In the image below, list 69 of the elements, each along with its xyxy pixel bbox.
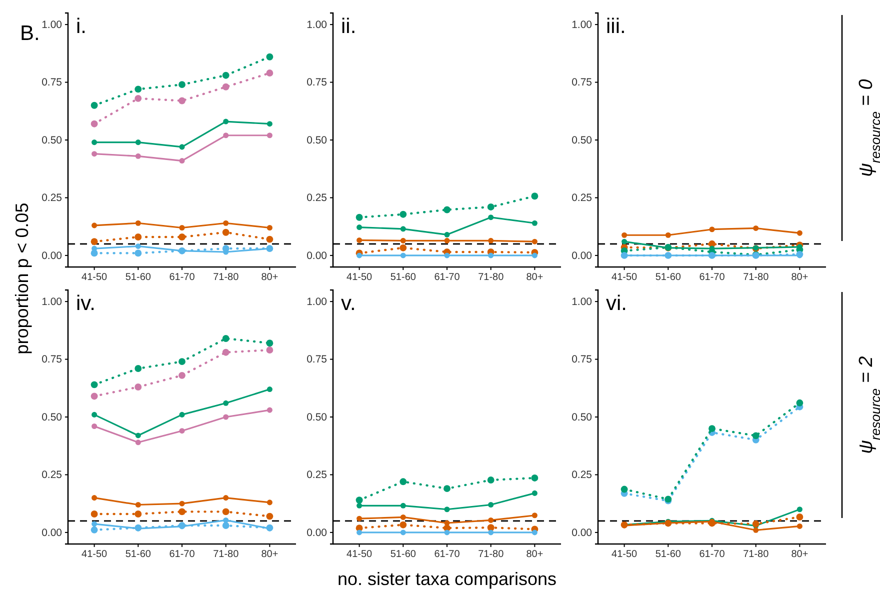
text: B. <box>20 22 40 45</box>
x-tick-label: 41-50 <box>82 272 108 284</box>
y-tick-label: 0.00 <box>572 526 592 539</box>
x-tick-label: 61-70 <box>434 272 460 284</box>
x-tick-label: 51-60 <box>390 272 416 284</box>
x-tick-label: 51-60 <box>655 272 682 284</box>
x-tick-label: 80+ <box>526 549 544 560</box>
x-tick-label: 80+ <box>791 549 808 560</box>
y-tick-label: 0.75 <box>572 76 592 89</box>
y-tick-label: 0.75 <box>306 354 328 366</box>
x-tick-label: 71-80 <box>743 549 770 560</box>
y-tick-label: 1.00 <box>306 18 328 31</box>
chart-title: vi. <box>606 292 627 315</box>
y-tick-label: 0.00 <box>42 526 62 539</box>
x-tick-label: 41-50 <box>346 272 373 284</box>
y-tick-label: 0.25 <box>42 469 62 482</box>
x-tick-label: 41-50 <box>82 549 108 560</box>
x-tick-label: 41-50 <box>612 272 638 284</box>
y-tick-label: 0.25 <box>572 469 592 482</box>
chart-title: iii. <box>606 15 626 38</box>
x-tick-label: 51-60 <box>125 549 152 560</box>
chart-title: v. <box>341 292 356 315</box>
chart-title: i. <box>76 15 86 38</box>
chart-title: iv. <box>76 292 96 315</box>
x-tick-label: 51-60 <box>655 549 682 560</box>
y-tick-label: 0.00 <box>306 526 328 539</box>
x-tick-label: 80+ <box>526 272 544 284</box>
x-tick-label: 80+ <box>791 272 808 284</box>
y-tick-label: 0.00 <box>572 250 592 262</box>
y-tick-label: 0.50 <box>42 134 62 146</box>
y-tick-label: 0.50 <box>42 411 62 424</box>
x-tick-label: 80+ <box>261 272 278 284</box>
y-tick-label: 0.75 <box>572 354 592 366</box>
x-tick-label: 71-80 <box>743 272 770 284</box>
x-tick-label: 51-60 <box>125 272 152 284</box>
x-tick-label: 41-50 <box>346 549 373 560</box>
x-tick-label: 71-80 <box>213 549 240 560</box>
y-tick-label: 0.00 <box>306 250 328 262</box>
y-tick-label: 0.25 <box>572 192 592 204</box>
x-tick-label: 61-70 <box>699 272 726 284</box>
x-tick-label: 41-50 <box>612 549 638 560</box>
y-tick-label: 0.75 <box>306 76 328 89</box>
x-tick-label: 71-80 <box>478 549 504 560</box>
x-tick-label: 61-70 <box>169 549 196 560</box>
x-tick-label: 80+ <box>261 549 278 560</box>
x-tick-label: 61-70 <box>169 272 196 284</box>
y-tick-label: 0.50 <box>572 411 592 424</box>
y-tick-label: 0.00 <box>42 250 62 262</box>
y-tick-label: 1.00 <box>42 18 62 31</box>
y-tick-label: 1.00 <box>306 296 328 308</box>
y-axis-title: proportion p < 0.05 <box>12 202 32 354</box>
y-tick-label: 0.50 <box>572 134 592 146</box>
chart-title: ii. <box>341 15 356 38</box>
y-tick-label: 0.75 <box>42 354 62 366</box>
x-tick-label: 61-70 <box>699 549 726 560</box>
y-tick-label: 0.50 <box>306 134 328 146</box>
y-tick-label: 1.00 <box>572 296 592 308</box>
y-tick-label: 0.75 <box>42 76 62 89</box>
x-tick-label: 71-80 <box>478 272 504 284</box>
y-tick-label: 1.00 <box>572 18 592 31</box>
x-tick-label: 71-80 <box>213 272 240 284</box>
y-tick-label: 0.25 <box>306 192 328 204</box>
y-tick-label: 0.50 <box>306 411 328 424</box>
y-tick-label: 0.25 <box>42 192 62 204</box>
y-tick-label: 0.25 <box>306 469 328 482</box>
x-tick-label: 61-70 <box>434 549 460 560</box>
x-axis-title: no. sister taxa comparisons <box>337 569 557 589</box>
x-tick-label: 51-60 <box>390 549 416 560</box>
y-tick-label: 1.00 <box>42 296 62 308</box>
